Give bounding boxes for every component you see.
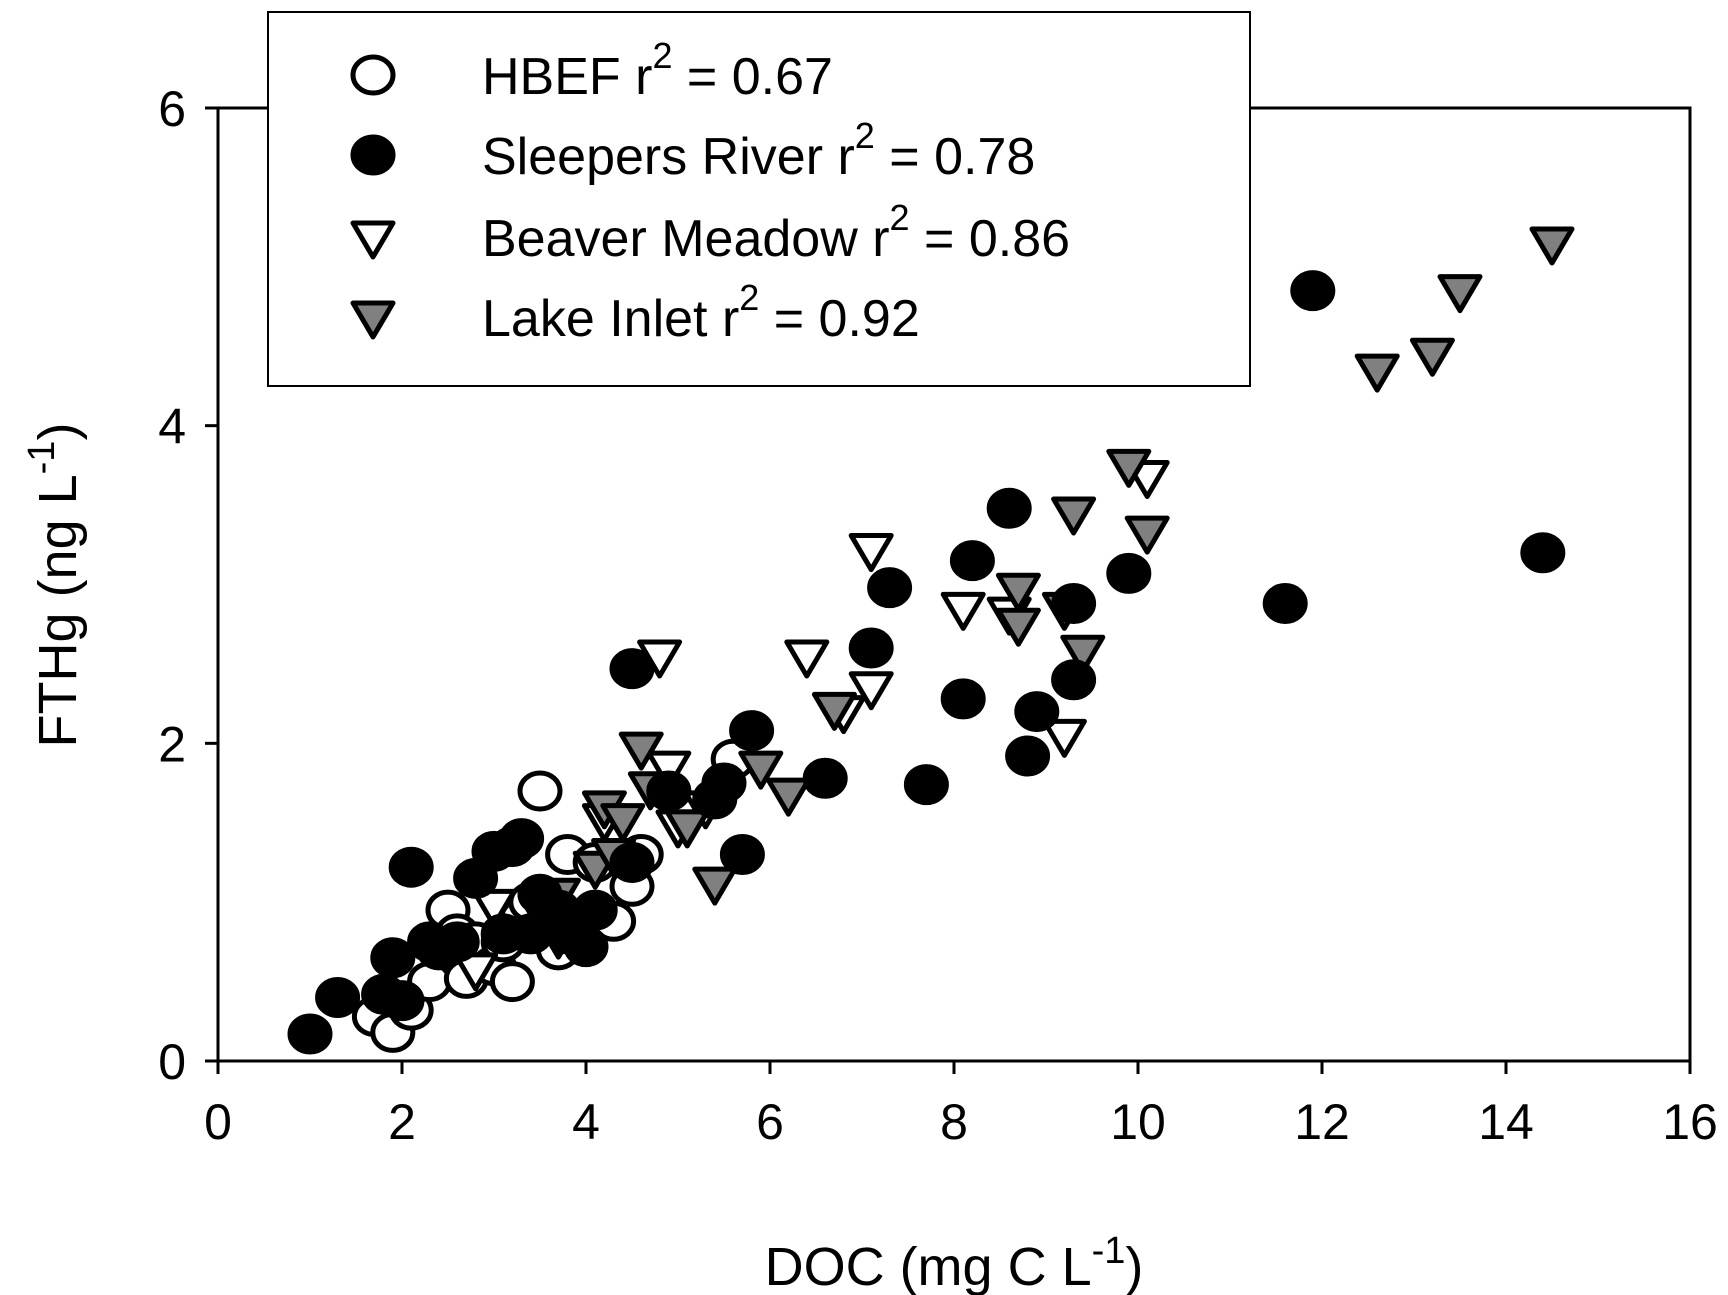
data-point-circle-filled [572,889,618,931]
data-point-circle-filled [434,921,480,963]
y-tick-label: 4 [158,399,186,455]
data-point-circle-filled [379,980,425,1022]
data-point-circle-filled [1290,270,1336,312]
y-tick-label: 2 [158,716,186,772]
data-point-triangle-filled [811,691,857,731]
data-point-circle-filled [729,710,775,752]
data-point-circle-filled [867,567,913,609]
x-tick-label: 6 [756,1094,784,1150]
y-axis-title: FTHg (ng L-1) [21,423,88,748]
legend-label: Beaver Meadow r2 = 0.86 [482,197,1070,268]
x-axis-title-main: DOC (mg C L [765,1237,1092,1295]
data-point-circle-filled [719,834,765,876]
data-point-triangle-filled [738,750,784,790]
x-tick-label: 10 [1110,1094,1166,1150]
data-point-circle-filled [563,926,609,968]
data-point-circle-filled [1005,735,1051,777]
x-axis-title-sup: -1 [1092,1230,1126,1272]
y-tick-label: 6 [158,81,186,137]
data-point-circle-filled [287,1013,333,1055]
data-point-triangle-filled [1437,274,1483,314]
data-point-circle-open [517,770,563,812]
data-point-triangle-filled [765,777,811,817]
data-point-circle-filled [1051,583,1097,625]
data-point-triangle-open [848,671,894,711]
data-point-circle-filled [499,818,545,860]
x-tick-label: 4 [572,1094,600,1150]
data-point-triangle-open [1041,718,1087,758]
y-axis-title-main: FTHg (ng L [28,474,88,747]
x-axis-title-end: ) [1125,1237,1143,1295]
x-tick-label: 16 [1662,1094,1718,1150]
y-tick-label: 0 [158,1034,186,1090]
x-tick-label: 8 [940,1094,968,1150]
legend-marker-circle-open [350,54,396,96]
data-point-circle-filled [1520,532,1566,574]
data-point-circle-filled [646,770,692,812]
data-point-triangle-filled [995,572,1041,612]
y-axis-title-sup: -1 [21,441,63,475]
data-point-triangle-filled [664,809,710,849]
data-point-circle-filled [848,627,894,669]
data-point-circle-filled [609,648,655,690]
data-point-circle-open [489,961,535,1003]
data-point-circle-filled [1051,659,1097,701]
data-point-circle-filled [609,841,655,883]
data-point-triangle-open [940,591,986,631]
data-point-circle-filled [802,757,848,799]
x-tick-label: 0 [204,1094,232,1150]
data-point-triangle-open [453,952,499,992]
data-point-triangle-open [848,533,894,573]
x-tick-label: 2 [388,1094,416,1150]
legend-label: Sleepers River r2 = 0.78 [482,115,1035,186]
data-point-triangle-open [471,888,517,928]
data-point-circle-filled [701,762,747,804]
data-point-triangle-open [784,639,830,679]
data-point-triangle-filled [692,866,738,906]
legend-marker-triangle-open [350,220,396,260]
x-tick-label: 12 [1294,1094,1350,1150]
legend-marker-circle-filled [350,134,396,176]
y-axis-title-end: ) [28,423,88,441]
data-point-triangle-filled [618,731,664,771]
data-point-circle-filled [1106,552,1152,594]
data-point-triangle-filled [1354,353,1400,393]
legend: HBEF r2 = 0.67 Sleepers River r2 = 0.78 Be… [350,35,1070,348]
data-point-triangle-filled [1060,634,1106,674]
data-point-triangle-filled [995,607,1041,647]
legend-label: HBEF r2 = 0.67 [482,35,833,106]
data-point-triangle-filled [1051,496,1097,536]
data-point-triangle-filled [1106,448,1152,488]
data-point-circle-filled [315,976,361,1018]
data-point-circle-filled [940,678,986,720]
data-point-circle-filled [1014,691,1060,733]
data-point-circle-filled [370,937,416,979]
data-point-circle-filled [1262,583,1308,625]
data-point-triangle-open [646,750,692,790]
data-point-circle-filled [986,487,1032,529]
data-point-triangle-filled [1409,337,1455,377]
data-point-circle-filled [949,540,995,582]
x-tick-label: 14 [1478,1094,1534,1150]
data-points [287,226,1575,1055]
x-axis-title: DOC (mg C L-1) [765,1230,1144,1295]
legend-label: Lake Inlet r2 = 0.92 [482,277,920,348]
axis-ticks: 0 2 4 6 8 10 12 14 16 0 2 4 6 [158,81,1718,1150]
legend-marker-triangle-filled [350,300,396,340]
data-point-circle-filled [388,846,434,888]
data-point-triangle-filled [600,803,646,843]
data-point-triangle-filled [1529,226,1575,266]
data-point-triangle-filled [1124,515,1170,555]
data-point-circle-filled [903,764,949,806]
legend-box [267,11,1251,387]
